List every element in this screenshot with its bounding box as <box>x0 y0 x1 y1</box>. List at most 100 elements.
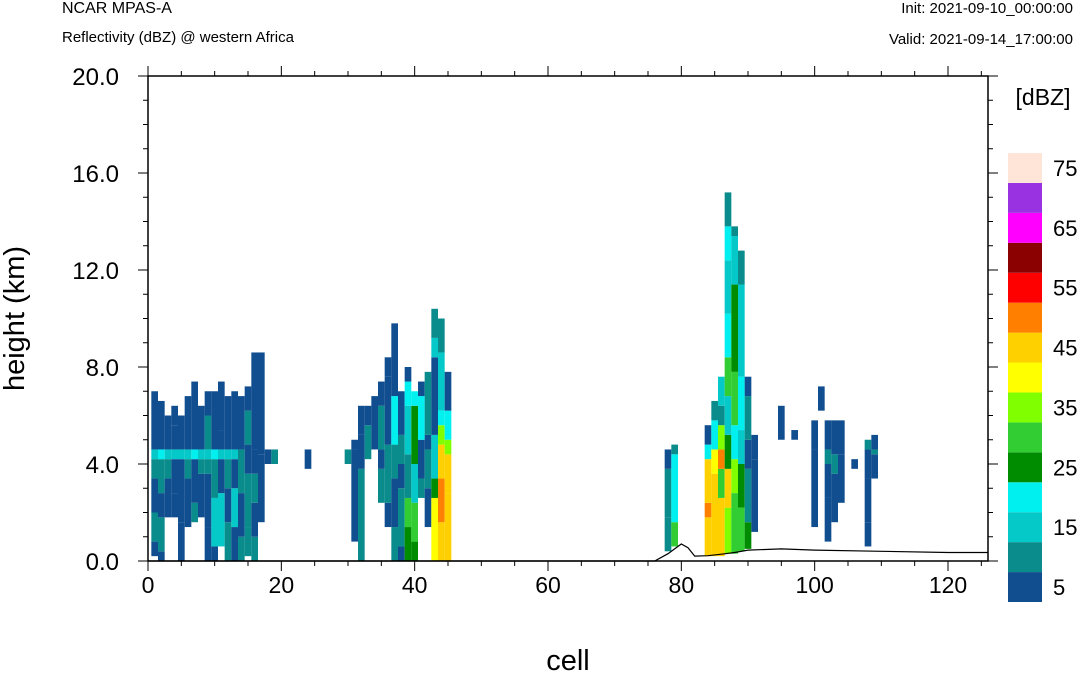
reflectivity-cell <box>704 517 712 557</box>
reflectivity-cell <box>211 449 218 460</box>
reflectivity-cell <box>704 459 712 503</box>
reflectivity-cell <box>211 391 218 450</box>
reflectivity-cell <box>251 449 258 474</box>
reflectivity-cell <box>238 449 245 494</box>
reflectivity-cell <box>358 405 365 435</box>
reflectivity-cells <box>151 192 878 561</box>
reflectivity-cell <box>431 497 438 561</box>
reflectivity-cell <box>384 444 392 503</box>
reflectivity-cell <box>824 497 832 542</box>
y-tick-label: 0.0 <box>86 549 119 576</box>
reflectivity-cell <box>404 367 412 382</box>
colorbar-swatch <box>1008 182 1042 213</box>
reflectivity-cell <box>431 357 438 435</box>
reflectivity-cell <box>404 497 412 528</box>
colorbar-label: 75 <box>1053 156 1077 181</box>
reflectivity-cell <box>158 400 165 450</box>
reflectivity-cell <box>364 425 372 460</box>
reflectivity-cell <box>164 459 172 479</box>
reflectivity-cell <box>258 352 265 455</box>
reflectivity-cell <box>871 449 878 455</box>
reflectivity-cell <box>404 381 412 406</box>
reflectivity-cell <box>344 449 352 464</box>
reflectivity-cell <box>811 449 818 528</box>
terrain-polyline <box>148 543 988 562</box>
y-tick-label: 12.0 <box>72 258 119 285</box>
reflectivity-cell <box>831 454 838 474</box>
reflectivity-cell <box>444 371 452 411</box>
reflectivity-cell <box>384 376 392 445</box>
reflectivity-cell <box>238 493 245 537</box>
reflectivity-cell <box>184 478 192 528</box>
reflectivity-cell <box>398 546 405 561</box>
colorbar-swatch <box>1008 542 1042 573</box>
colorbar-label: 35 <box>1053 395 1077 420</box>
x-tick-label: 120 <box>929 572 967 598</box>
colorbar-swatch <box>1008 302 1042 333</box>
reflectivity-cell <box>351 439 358 450</box>
reflectivity-cell <box>224 488 232 523</box>
reflectivity-cell <box>391 444 398 479</box>
reflectivity-cell <box>738 507 745 552</box>
reflectivity-cell <box>398 434 405 464</box>
reflectivity-cell <box>264 449 272 464</box>
x-tick-label: 40 <box>402 572 428 598</box>
reflectivity-cell <box>358 434 365 469</box>
reflectivity-cell <box>744 468 752 523</box>
reflectivity-cell <box>864 478 872 523</box>
reflectivity-cell <box>664 468 672 518</box>
reflectivity-cell <box>198 405 205 450</box>
reflectivity-cell <box>384 357 392 377</box>
reflectivity-cell <box>718 405 725 426</box>
reflectivity-cell <box>178 522 185 561</box>
reflectivity-cell <box>211 546 218 561</box>
reflectivity-cell <box>864 449 872 479</box>
colorbar-swatch <box>1008 272 1042 303</box>
reflectivity-cell <box>738 284 745 377</box>
reflectivity-cell <box>751 434 758 460</box>
reflectivity-cell <box>791 430 798 440</box>
reflectivity-cell <box>251 352 258 450</box>
reflectivity-cell <box>711 449 718 474</box>
plot-axes: 0 20 40 60 80 100 120 0.0 4.0 8.0 12.0 16.0 20.0 cell… <box>0 64 998 677</box>
reflectivity-cell <box>238 396 245 450</box>
colorbar-swatch <box>1008 452 1042 483</box>
reflectivity-cell <box>151 478 158 513</box>
colorbar-swatch <box>1008 332 1042 363</box>
reflectivity-cell <box>831 420 838 455</box>
reflectivity-cell <box>151 512 158 542</box>
colorbar-swatch <box>1008 422 1042 453</box>
reflectivity-cell <box>438 478 445 523</box>
reflectivity-cell <box>838 454 845 503</box>
reflectivity-cell <box>351 449 358 542</box>
reflectivity-cell <box>438 318 445 353</box>
reflectivity-cell <box>724 396 732 435</box>
reflectivity-cell <box>378 381 385 406</box>
reflectivity-cell <box>724 260 732 314</box>
reflectivity-cell <box>724 357 732 397</box>
reflectivity-cell <box>444 439 452 455</box>
colorbar: 5 15 25 35 45 55 65 75 [dBZ] <box>1008 84 1077 602</box>
reflectivity-cell <box>411 405 418 464</box>
x-tick-label: 80 <box>669 572 695 598</box>
colorbar-label: 25 <box>1053 455 1077 480</box>
reflectivity-cell <box>398 464 405 489</box>
reflectivity-cell <box>711 400 718 421</box>
valid-time: Valid: 2021-09-14_17:00:00 <box>888 31 1073 48</box>
reflectivity-cell <box>184 449 192 460</box>
reflectivity-cell <box>751 459 758 532</box>
reflectivity-cell <box>224 459 232 489</box>
reflectivity-cell <box>718 497 725 557</box>
reflectivity-cell <box>738 464 745 508</box>
reflectivity-cell <box>744 522 752 549</box>
reflectivity-cell <box>871 454 878 479</box>
reflectivity-cell <box>438 352 445 411</box>
reflectivity-cell <box>391 396 398 445</box>
reflectivity-cell <box>304 449 312 469</box>
reflectivity-cell <box>218 449 225 460</box>
reflectivity-cell <box>191 449 198 460</box>
init-time: Init: 2021-09-10_00:00:00 <box>901 0 1073 17</box>
y-tick-label: 4.0 <box>86 452 119 479</box>
colorbar-swatch <box>1008 512 1042 543</box>
reflectivity-cell <box>184 459 192 479</box>
